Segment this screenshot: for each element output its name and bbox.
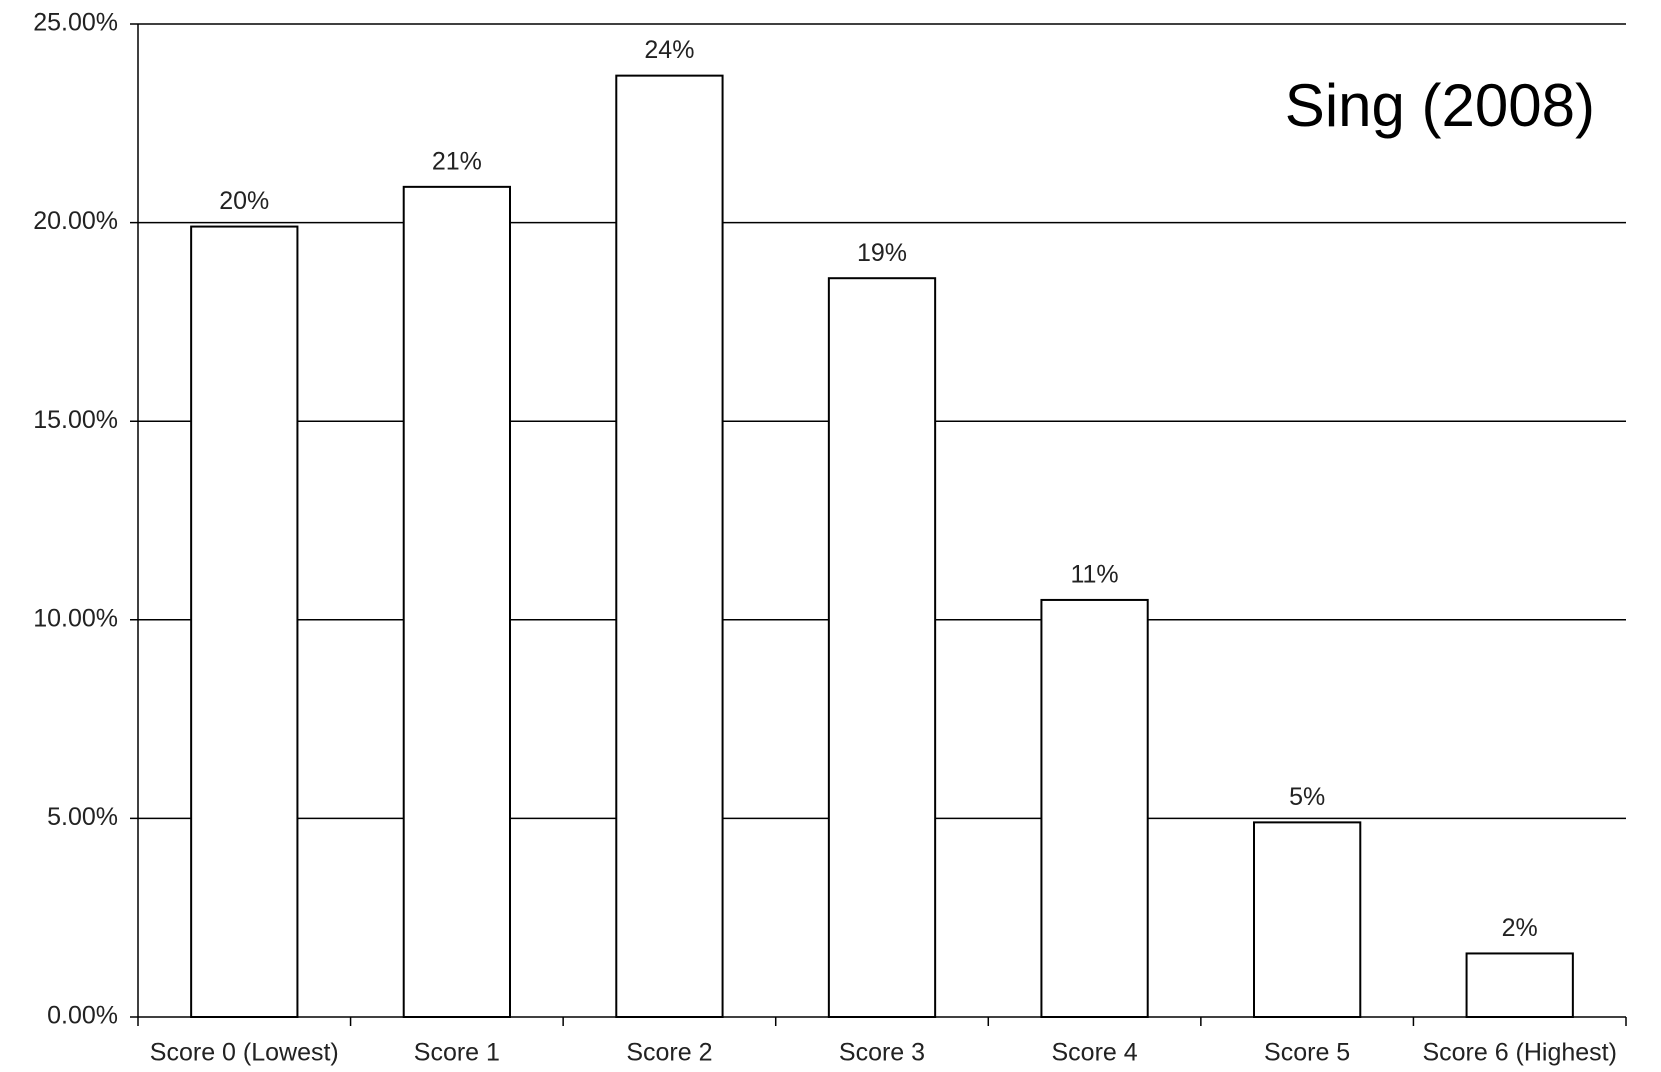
y-tick-label: 15.00% (33, 406, 118, 434)
y-tick-label: 20.00% (33, 207, 118, 235)
x-tick-label: Score 6 (Highest) (1422, 1039, 1617, 1067)
y-tick-label: 10.00% (33, 604, 118, 632)
y-tick-label: 0.00% (47, 1002, 118, 1030)
value-label: 24% (644, 36, 694, 64)
bar (1253, 821, 1362, 1019)
x-tick-label: Score 3 (839, 1039, 925, 1067)
bar (190, 225, 299, 1018)
annotation: Sing (2008) (1285, 72, 1595, 139)
bar (1040, 598, 1149, 1018)
bar (1465, 952, 1574, 1018)
value-label: 19% (857, 239, 907, 267)
y-tick-label: 25.00% (33, 9, 118, 37)
x-tick-label: Score 2 (626, 1039, 712, 1067)
x-tick-label: Score 4 (1051, 1039, 1137, 1067)
y-tick-label: 5.00% (47, 803, 118, 831)
x-tick-label: Score 1 (414, 1039, 500, 1067)
bar (827, 277, 937, 1018)
value-label: 2% (1502, 914, 1538, 942)
value-label: 5% (1289, 783, 1325, 811)
x-tick-label: Score 0 (Lowest) (150, 1039, 339, 1067)
value-label: 21% (432, 147, 482, 175)
x-tick-label: Score 5 (1264, 1039, 1350, 1067)
value-label: 20% (219, 187, 269, 215)
bar (615, 74, 724, 1019)
value-label: 11% (1070, 561, 1118, 589)
bar (402, 185, 512, 1019)
